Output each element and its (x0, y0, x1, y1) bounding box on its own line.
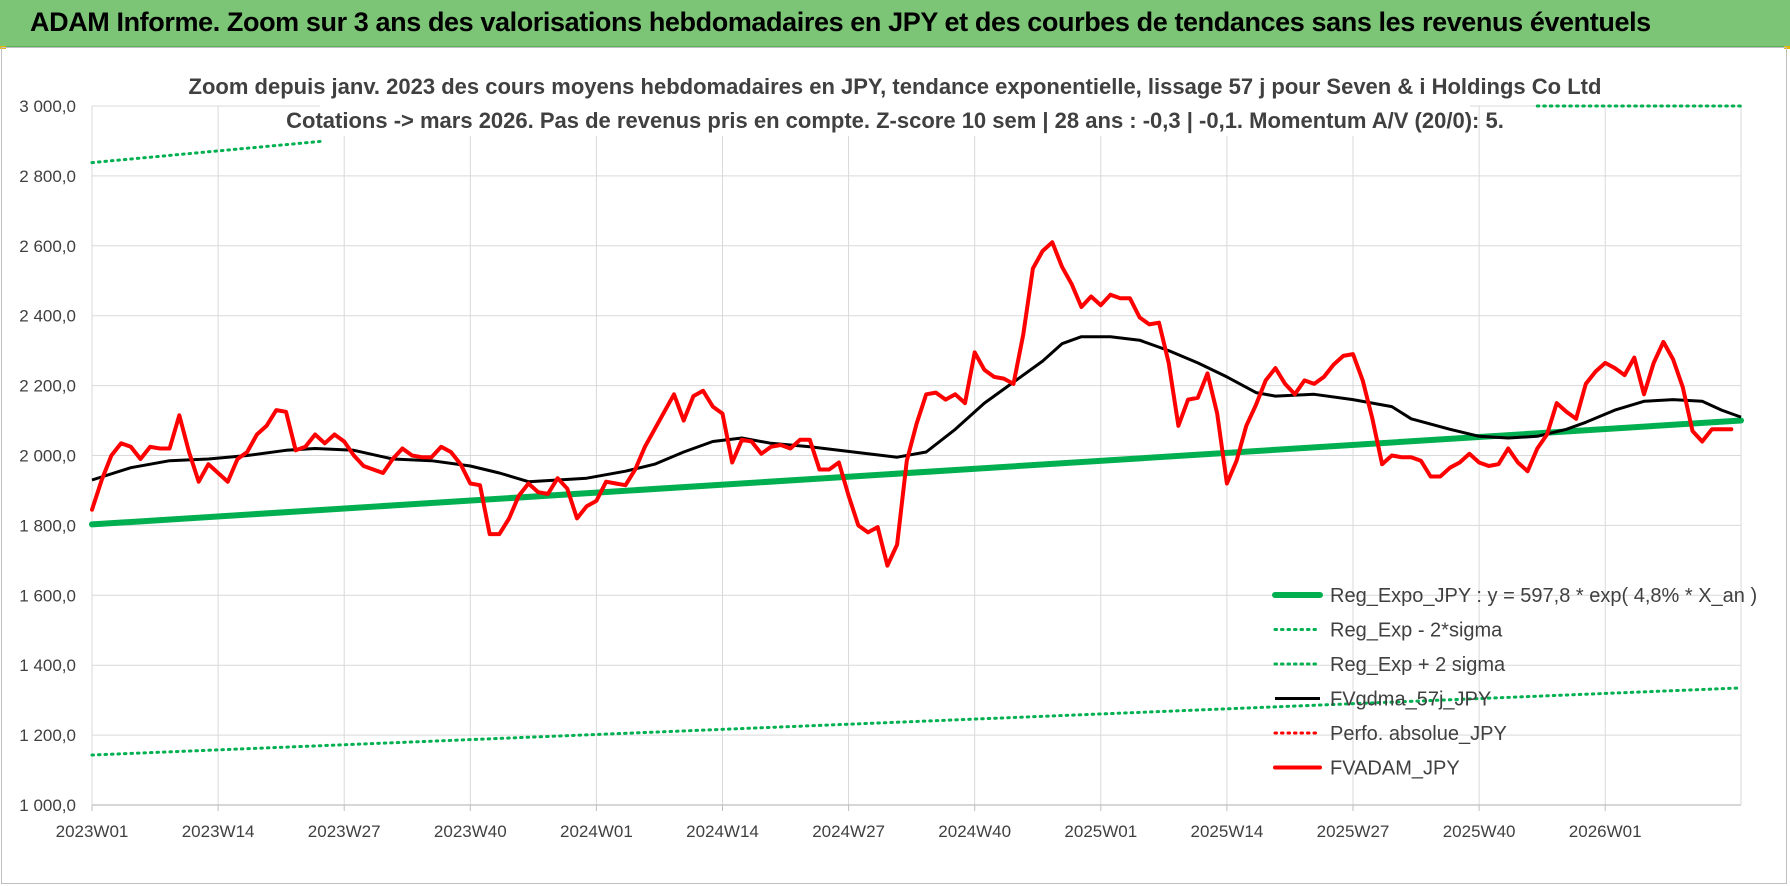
legend-label: Reg_Exp - 2*sigma (1330, 620, 1503, 642)
y-axis: 1 000,0 1 200,0 1 400,0 1 600,0 1 800,0 2 000… (19, 97, 76, 815)
chart-grid (91, 105, 1742, 806)
chart-title-background (255, 68, 1533, 102)
legend-label: Perfo. absolue_JPY (1330, 723, 1507, 745)
x-tick-label: 2025W40 (1443, 822, 1516, 841)
legend-label: Reg_Expo_JPY : y = 597,8 * exp( 4,8% * X… (1330, 585, 1757, 607)
x-tick-label: 2023W01 (56, 822, 129, 841)
chart-legend: Reg_Expo_JPY : y = 597,8 * exp( 4,8% * X… (1272, 585, 1757, 780)
series-5-line (90, 240, 1734, 568)
series-0-line (89, 417, 1744, 528)
chart-frame (1, 47, 1787, 884)
series-layer (89, 104, 1744, 757)
series-1-line (90, 686, 1743, 757)
x-tick-label: 2025W14 (1191, 822, 1264, 841)
x-tick-label: 2023W40 (434, 822, 507, 841)
chart-title: Zoom depuis janv. 2023 des cours moyens … (189, 74, 1602, 99)
y-tick-label: 2 000,0 (19, 447, 76, 466)
y-tick-label: 2 200,0 (19, 377, 76, 396)
y-tick-label: 3 000,0 (19, 97, 76, 116)
legend-label: Reg_Exp + 2 sigma (1330, 654, 1506, 676)
y-tick-label: 1 600,0 (19, 586, 76, 605)
x-axis: 2023W01 2023W14 2023W27 2023W40 2024W01 2024W… (56, 804, 1741, 841)
x-tick-label: 2023W27 (308, 822, 381, 841)
chart-title-block: Zoom depuis janv. 2023 des cours moyens … (189, 68, 1602, 136)
report-title: ADAM Informe. Zoom sur 3 ans des valoris… (30, 7, 1651, 37)
x-tick-label: 2024W01 (560, 822, 633, 841)
chart-subtitle-background (320, 102, 1470, 136)
y-tick-label: 1 200,0 (19, 726, 76, 745)
x-tick-label: 2023W14 (182, 822, 255, 841)
y-tick-label: 1 400,0 (19, 656, 76, 675)
x-tick-label: 2024W40 (938, 822, 1011, 841)
series-2-line (90, 139, 327, 165)
y-tick-label: 2 400,0 (19, 307, 76, 326)
report-banner: ADAM Informe. Zoom sur 3 ans des valoris… (0, 0, 1790, 47)
legend-label: FVADAM_JPY (1330, 758, 1460, 780)
series-3-line (91, 335, 1742, 484)
y-tick-label: 1 800,0 (19, 516, 76, 535)
x-tick-label: 2025W01 (1064, 822, 1137, 841)
x-tick-label: 2025W27 (1317, 822, 1390, 841)
chart-subtitle: Cotations -> mars 2026. Pas de revenus p… (286, 108, 1504, 133)
corner-accent-right (1784, 46, 1790, 49)
x-tick-label: 2026W01 (1569, 822, 1642, 841)
y-tick-label: 2 600,0 (19, 237, 76, 256)
x-tick-label: 2024W27 (812, 822, 885, 841)
legend-label: FVgdma_57j_JPY (1330, 689, 1491, 711)
y-tick-label: 1 000,0 (19, 796, 76, 815)
y-tick-label: 2 800,0 (19, 167, 76, 186)
x-tick-label: 2024W14 (686, 822, 759, 841)
